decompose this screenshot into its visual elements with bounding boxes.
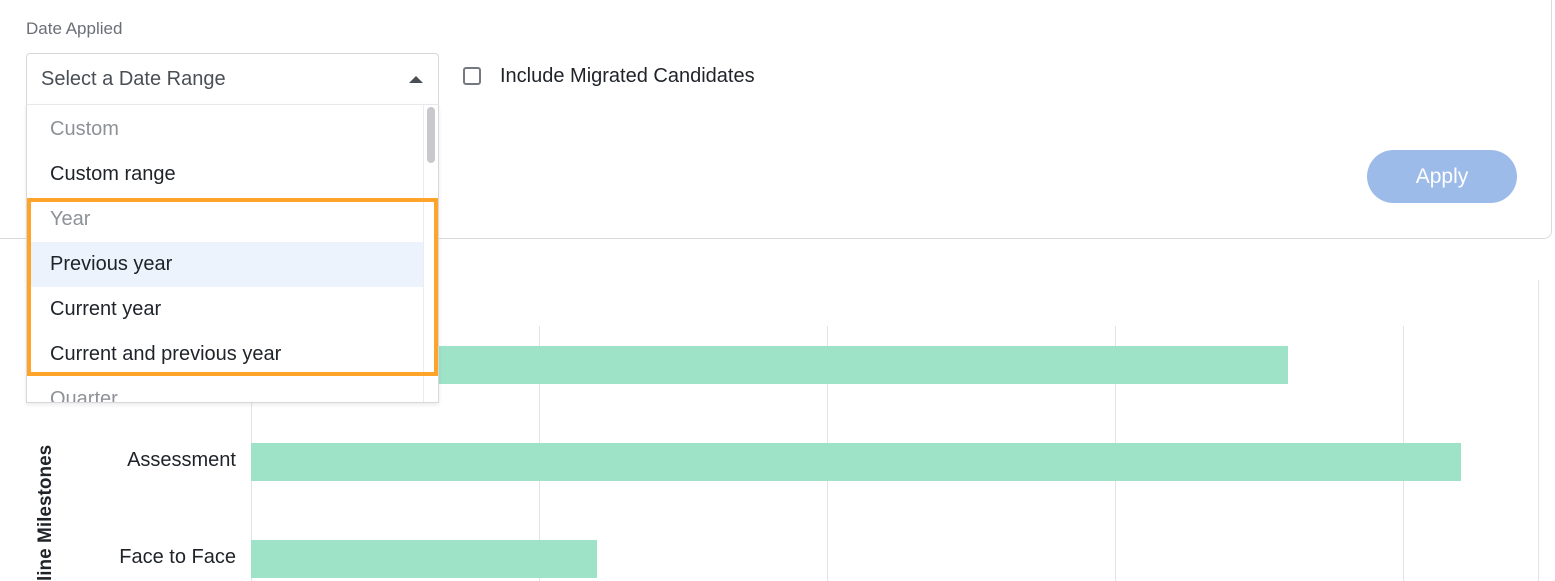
caret-up-icon [409, 76, 423, 83]
date-range-select-value: Select a Date Range [41, 68, 226, 90]
menu-option-previous-year[interactable]: Previous year [27, 242, 423, 287]
dropdown-scroll-thumb[interactable] [427, 107, 435, 163]
category-label: Assessment [127, 449, 236, 471]
bar-assessment[interactable] [251, 443, 1461, 481]
date-range-dropdown-menu[interactable]: Custom Custom range Year Previous year Curre… [26, 104, 439, 403]
date-applied-label: Date Applied [26, 19, 123, 38]
menu-option-custom-range[interactable]: Custom range [50, 163, 176, 185]
menu-option-current-and-previous-year[interactable]: Current and previous year [50, 343, 282, 365]
date-range-select[interactable]: Select a Date Range [26, 53, 439, 105]
y-axis-title: line Milestones [35, 444, 56, 581]
include-migrated-label: Include Migrated Candidates [500, 65, 755, 87]
dropdown-scrollbar[interactable] [423, 105, 438, 402]
include-migrated-checkbox[interactable] [463, 67, 481, 85]
category-label: Face to Face [119, 546, 236, 568]
chart-panel-border [1538, 280, 1539, 581]
bar-face-to-face[interactable] [251, 540, 597, 578]
menu-group-header-quarter: Quarter [50, 388, 118, 403]
apply-button[interactable]: Apply [1367, 150, 1517, 203]
menu-option-current-year[interactable]: Current year [50, 298, 162, 320]
menu-group-header-year: Year [50, 208, 91, 230]
menu-group-header-custom: Custom [50, 118, 119, 140]
